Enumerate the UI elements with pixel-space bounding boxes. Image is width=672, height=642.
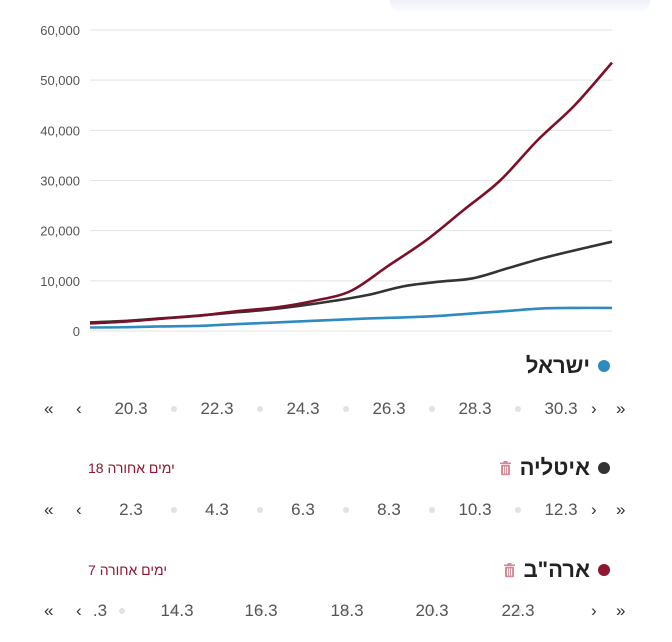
date-navigator-usa: « ‹ › » .3 14.3 16.3 18.3 20.3 22.3 [40, 597, 640, 625]
prev-page-arrow[interactable]: ‹ [76, 500, 82, 519]
date-label[interactable]: 22.3 [200, 399, 234, 418]
date-separator [343, 406, 349, 412]
chart-series-lines [89, 61, 613, 329]
date-separator [515, 507, 521, 513]
series-dot-usa [598, 564, 610, 576]
date-separator [429, 507, 435, 513]
chart-grid [90, 29, 612, 332]
date-label[interactable]: 10.3 [458, 500, 492, 519]
last-page-arrow[interactable]: » [616, 601, 626, 620]
cases-line-chart: 0 10,000 20,000 30,000 40,000 50,000 60,000 [40, 23, 613, 339]
date-separator [343, 608, 349, 614]
date-label[interactable]: 4.3 [205, 500, 229, 519]
date-separator [171, 406, 177, 412]
date-navigator-israel: « ‹ › » 20.3 22.3 24.3 26.3 28.3 30.3 [40, 395, 640, 423]
date-separator [257, 608, 263, 614]
date-label[interactable]: 2.3 [119, 500, 143, 519]
y-tick-label: 10,000 [40, 274, 80, 289]
date-separator [171, 608, 177, 614]
series-dot-italy [598, 462, 610, 474]
date-label[interactable]: 24.3 [286, 399, 320, 418]
trash-icon[interactable] [503, 562, 516, 578]
y-tick-label: 0 [73, 324, 80, 339]
y-tick-label: 40,000 [40, 123, 80, 138]
y-axis-ticks: 0 10,000 20,000 30,000 40,000 50,000 60,000 [40, 23, 80, 339]
date-separator [171, 507, 177, 513]
first-page-arrow[interactable]: « [44, 601, 54, 620]
date-navigator-italy: « ‹ › » 2.3 4.3 6.3 8.3 10.3 12.3 [40, 496, 640, 524]
series-title-italy: איטליה [519, 455, 590, 480]
date-label[interactable]: 28.3 [458, 399, 492, 418]
date-separator [429, 406, 435, 412]
date-label[interactable]: 22.3 [501, 601, 535, 620]
date-separator [257, 507, 263, 513]
date-separator [119, 608, 125, 614]
date-separator [515, 406, 521, 412]
date-label[interactable]: 18.3 [330, 601, 364, 620]
y-tick-label: 50,000 [40, 73, 80, 88]
date-label[interactable]: 20.3 [415, 601, 449, 620]
date-separator [257, 406, 263, 412]
date-label[interactable]: 8.3 [377, 500, 401, 519]
date-label[interactable]: 26.3 [372, 399, 406, 418]
top-shadow [390, 0, 650, 14]
next-page-arrow[interactable]: › [591, 500, 597, 519]
first-page-arrow[interactable]: « [44, 500, 54, 519]
date-label[interactable]: 30.3 [544, 399, 578, 418]
series-header-israel[interactable]: ישראל [526, 353, 610, 379]
date-separator [429, 608, 435, 614]
date-label[interactable]: 16.3 [244, 601, 278, 620]
prev-page-arrow[interactable]: ‹ [76, 399, 82, 418]
series-title-israel: ישראל [525, 353, 590, 378]
y-tick-label: 60,000 [40, 23, 80, 38]
date-label[interactable]: 12.3 [544, 500, 578, 519]
next-page-arrow[interactable]: › [591, 601, 597, 620]
date-separator [343, 507, 349, 513]
trash-icon[interactable] [499, 460, 512, 476]
date-label[interactable]: 14.3 [160, 601, 194, 620]
date-label[interactable]: 20.3 [114, 399, 148, 418]
series-title-usa: ארה"ב [523, 557, 590, 582]
date-separator [515, 608, 521, 614]
y-tick-label: 20,000 [40, 224, 80, 239]
y-tick-label: 30,000 [40, 174, 80, 189]
last-page-arrow[interactable]: » [616, 399, 626, 418]
next-page-arrow[interactable]: › [591, 399, 597, 418]
date-label-partial[interactable]: .3 [92, 601, 108, 620]
days-back-label-italy: 18 ימים אחורה [88, 460, 175, 476]
series-dot-israel [598, 360, 610, 372]
series-line-1 [89, 240, 613, 324]
days-back-label-usa: 7 ימים אחורה [88, 562, 167, 578]
last-page-arrow[interactable]: » [616, 500, 626, 519]
series-header-usa[interactable]: ארה"ב [503, 557, 610, 583]
prev-page-arrow[interactable]: ‹ [76, 601, 82, 620]
first-page-arrow[interactable]: « [44, 399, 54, 418]
date-label[interactable]: 6.3 [291, 500, 315, 519]
series-line-2 [89, 61, 613, 325]
series-line-0 [89, 306, 613, 329]
series-header-italy[interactable]: איטליה [499, 455, 610, 481]
